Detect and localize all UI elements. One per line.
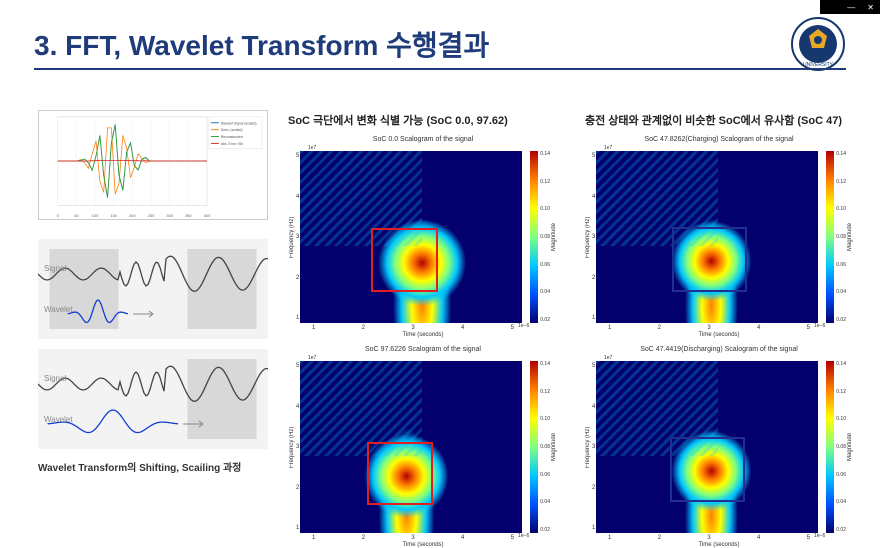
colorbar-label: Magnitude bbox=[550, 151, 558, 323]
slide-header: 3. FFT, Wavelet Transform 수행결과 UNIVERSIT… bbox=[34, 24, 846, 64]
x-axis-label: Time (seconds) bbox=[288, 542, 558, 548]
scalogram-title: SoC 47.4419(Discharging) Scalogram of th… bbox=[584, 346, 854, 353]
roi-box bbox=[672, 227, 747, 292]
y-axis-label: Frequency (Hz) bbox=[584, 151, 592, 323]
colorbar-ticks: 0.140.120.100.080.060.040.02 bbox=[540, 151, 550, 323]
minimize-icon[interactable]: — bbox=[847, 3, 855, 12]
lineplot-signal: 0 50 100 150 200 250 300 350 400 Wavelet Signal (… bbox=[38, 110, 268, 220]
colorbar-label: Magnitude bbox=[846, 151, 854, 323]
svg-text:350: 350 bbox=[185, 213, 192, 218]
x-ticks: 12345 bbox=[308, 535, 518, 541]
svg-text:250: 250 bbox=[148, 213, 155, 218]
svg-text:Abs. Error ×50: Abs. Error ×50 bbox=[221, 142, 243, 146]
x-axis-label: Time (seconds) bbox=[584, 542, 854, 548]
colorbar-ticks: 0.140.120.100.080.060.040.02 bbox=[836, 151, 846, 323]
x-exponent-label: 1e−6 bbox=[814, 323, 854, 331]
svg-text:Wavelet: Wavelet bbox=[44, 305, 73, 314]
svg-text:400: 400 bbox=[204, 213, 211, 218]
x-ticks: 12345 bbox=[604, 325, 814, 331]
scalogram-heatmap bbox=[596, 151, 818, 323]
x-exponent-label: 1e−6 bbox=[814, 533, 854, 541]
colorbar bbox=[530, 151, 538, 323]
y-axis-label: Frequency (Hz) bbox=[288, 361, 296, 533]
svg-text:200: 200 bbox=[129, 213, 136, 218]
wavelet-caption: Wavelet Transform의 Shifting, Scailing 과정 bbox=[38, 459, 268, 474]
x-ticks: 12345 bbox=[604, 535, 814, 541]
scalogram-title: SoC 47.8262(Charging) Scalogram of the s… bbox=[584, 136, 854, 143]
svg-text:150: 150 bbox=[110, 213, 117, 218]
close-icon[interactable]: ✕ bbox=[867, 3, 874, 12]
svg-text:Signal: Signal bbox=[44, 264, 66, 273]
svg-text:100: 100 bbox=[92, 213, 99, 218]
scalogram-title: SoC 97.6226 Scalogram of the signal bbox=[288, 346, 558, 353]
y-axis-label: Frequency (Hz) bbox=[584, 361, 592, 533]
university-logo-icon: UNIVERSITY bbox=[790, 16, 846, 72]
column-headers: SoC 극단에서 변화 식별 가능 (SoC 0.0, 97.62) 충전 상태… bbox=[288, 112, 862, 128]
roi-box bbox=[367, 442, 434, 506]
scalogram-cell: SoC 0.0 Scalogram of the signal1e7Freque… bbox=[288, 136, 558, 338]
window-titlebar: — ✕ bbox=[820, 0, 880, 14]
roi-box bbox=[670, 437, 745, 502]
svg-text:Deriv. (scaled): Deriv. (scaled) bbox=[221, 128, 243, 132]
colorbar-ticks: 0.140.120.100.080.060.040.02 bbox=[540, 361, 550, 533]
wavelet-panel-scaling: Signal Wavelet bbox=[38, 349, 268, 449]
svg-text:Wavelet: Wavelet bbox=[44, 415, 73, 424]
col-header-right: 충전 상태와 관계없이 비슷한 SoC에서 유사함 (SoC 47) bbox=[585, 112, 862, 128]
col-header-left: SoC 극단에서 변화 식별 가능 (SoC 0.0, 97.62) bbox=[288, 112, 565, 128]
svg-text:Signal: Signal bbox=[44, 374, 66, 383]
scalogram-heatmap bbox=[300, 151, 522, 323]
svg-text:300: 300 bbox=[166, 213, 173, 218]
x-axis-label: Time (seconds) bbox=[288, 332, 558, 338]
scalogram-grid: SoC 0.0 Scalogram of the signal1e7Freque… bbox=[288, 136, 862, 548]
roi-box bbox=[371, 228, 438, 292]
colorbar-label: Magnitude bbox=[846, 361, 854, 533]
colorbar-label: Magnitude bbox=[550, 361, 558, 533]
svg-text:0: 0 bbox=[57, 213, 60, 218]
right-area: SoC 극단에서 변화 식별 가능 (SoC 0.0, 97.62) 충전 상태… bbox=[288, 112, 862, 548]
svg-text:Reconstructed: Reconstructed bbox=[221, 135, 243, 139]
wavelet-panel-shifting: Signal Wavelet bbox=[38, 239, 268, 339]
svg-text:50: 50 bbox=[74, 213, 79, 218]
scalogram-cell: SoC 97.6226 Scalogram of the signal1e7Fr… bbox=[288, 346, 558, 548]
scalogram-cell: SoC 47.4419(Discharging) Scalogram of th… bbox=[584, 346, 854, 548]
scalogram-title: SoC 0.0 Scalogram of the signal bbox=[288, 136, 558, 143]
x-exponent-label: 1e−6 bbox=[518, 323, 558, 331]
scalogram-cell: SoC 47.8262(Charging) Scalogram of the s… bbox=[584, 136, 854, 338]
page-title: 3. FFT, Wavelet Transform 수행결과 bbox=[34, 24, 489, 64]
scalogram-body: Frequency (Hz)123450.140.120.100.080.060… bbox=[288, 361, 558, 533]
colorbar-ticks: 0.140.120.100.080.060.040.02 bbox=[836, 361, 846, 533]
left-column: 0 50 100 150 200 250 300 350 400 Wavelet Signal (… bbox=[38, 110, 268, 474]
colorbar bbox=[826, 151, 834, 323]
y-axis-label: Frequency (Hz) bbox=[288, 151, 296, 323]
scalogram-heatmap bbox=[596, 361, 818, 533]
scalogram-heatmap bbox=[300, 361, 522, 533]
colorbar bbox=[530, 361, 538, 533]
wavelet-diagrams: Signal Wavelet Signal Wavelet bbox=[38, 239, 268, 449]
scalogram-body: Frequency (Hz)123450.140.120.100.080.060… bbox=[584, 151, 854, 323]
colorbar bbox=[826, 361, 834, 533]
x-axis-label: Time (seconds) bbox=[584, 332, 854, 338]
scalogram-body: Frequency (Hz)123450.140.120.100.080.060… bbox=[288, 151, 558, 323]
x-exponent-label: 1e−6 bbox=[518, 533, 558, 541]
scalogram-body: Frequency (Hz)123450.140.120.100.080.060… bbox=[584, 361, 854, 533]
svg-text:Wavelet Signal (scaled): Wavelet Signal (scaled) bbox=[221, 121, 257, 125]
header-underline bbox=[34, 68, 846, 70]
x-ticks: 12345 bbox=[308, 325, 518, 331]
